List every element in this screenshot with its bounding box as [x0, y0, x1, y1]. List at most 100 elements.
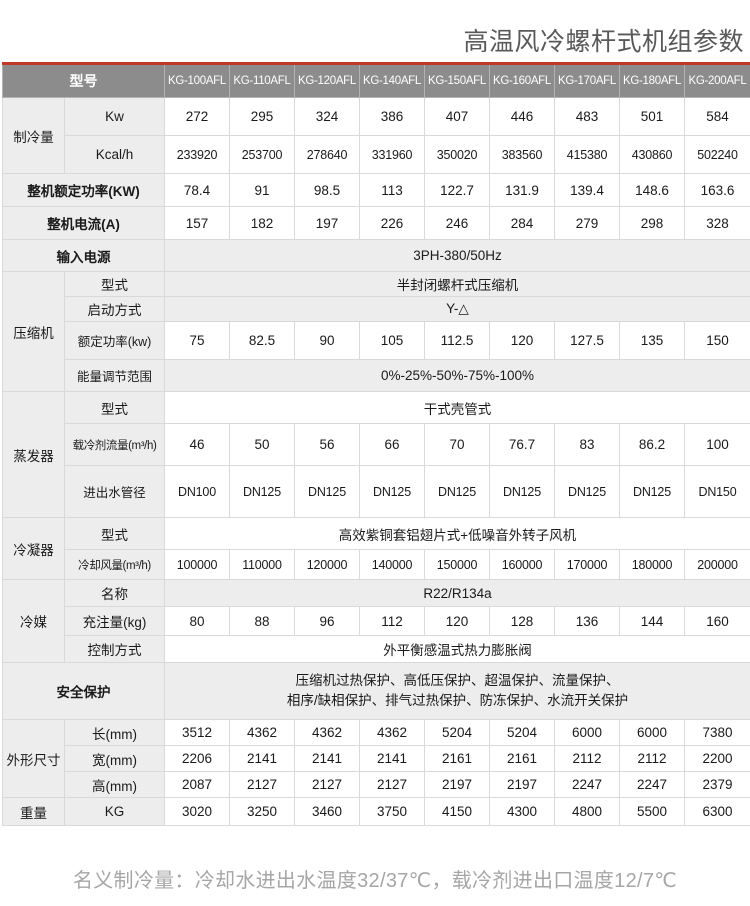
row-label-evaporator-pipe: 进出水管径	[64, 465, 165, 518]
cell-input-power-merged: 3PH-380/50Hz	[164, 239, 750, 272]
cell-evaporator-flow-2: 56	[294, 423, 360, 466]
cell-condenser-airflow-2: 120000	[294, 549, 360, 580]
cell-rated-current-2: 197	[294, 206, 360, 240]
cell-evaporator-flow-4: 70	[424, 423, 490, 466]
cell-dimension-width-4: 2161	[424, 745, 490, 772]
cell-rated-power-2: 98.5	[294, 173, 360, 207]
cell-cooling-kcal-8: 502240	[684, 135, 750, 174]
cell-weight-1: 3250	[229, 797, 295, 826]
cell-cooling-kcal-1: 253700	[229, 135, 295, 174]
cell-cooling-kw-1: 295	[229, 97, 295, 136]
group-label-weight: 重量	[2, 797, 65, 826]
cell-condenser-airflow-0: 100000	[164, 549, 230, 580]
cell-rated-current-1: 182	[229, 206, 295, 240]
cell-compressor-power-6: 127.5	[554, 321, 620, 360]
cell-dimension-width-5: 2161	[489, 745, 555, 772]
cell-dimension-length-5: 5204	[489, 719, 555, 746]
row-label-rated-power: 整机额定功率(KW)	[2, 173, 165, 207]
header-model-3: KG-140AFL	[359, 63, 425, 98]
row-label-condenser-type: 型式	[64, 517, 165, 550]
cell-rated-power-7: 148.6	[619, 173, 685, 207]
cell-dimension-height-8: 2379	[684, 771, 750, 798]
cell-rated-power-1: 91	[229, 173, 295, 207]
cell-condenser-airflow-4: 150000	[424, 549, 490, 580]
cell-cooling-kcal-3: 331960	[359, 135, 425, 174]
header-model-5: KG-160AFL	[489, 63, 555, 98]
cell-dimension-length-8: 7380	[684, 719, 750, 746]
header-model-0: KG-100AFL	[164, 63, 230, 98]
cell-cooling-kcal-2: 278640	[294, 135, 360, 174]
cell-weight-5: 4300	[489, 797, 555, 826]
table-row-refrigerant-control: 控制方式 外平衡感温式热力膨胀阀	[3, 635, 750, 663]
cell-dimension-height-7: 2247	[619, 771, 685, 798]
cell-condenser-type-merged: 高效紫铜套铝翅片式+低噪音外转子风机	[164, 517, 750, 550]
cell-dimension-height-1: 2127	[229, 771, 295, 798]
cell-evaporator-pipe-3: DN125	[359, 465, 425, 518]
table-row-cooling-kcal: Kcal/h 233920 253700 278640 331960 35002…	[3, 135, 750, 174]
cell-compressor-capacity-control-merged: 0%-25%-50%-75%-100%	[164, 359, 750, 392]
table-row-refrigerant-name: 冷媒 名称 R22/R134a	[2, 579, 750, 663]
cell-compressor-start-merged: Y-△	[164, 296, 750, 322]
table-row-condenser-type: 冷凝器 型式 高效紫铜套铝翅片式+低噪音外转子风机	[2, 517, 750, 580]
cell-evaporator-type-merged: 干式壳管式	[164, 391, 750, 424]
cell-condenser-airflow-6: 170000	[554, 549, 620, 580]
cell-compressor-power-3: 105	[359, 321, 425, 360]
cell-weight-8: 6300	[684, 797, 750, 826]
cell-evaporator-pipe-5: DN125	[489, 465, 555, 518]
table-row-cooling-kw: 制冷量 Kw 272 295 324 386 407 446 483 501 5…	[2, 97, 750, 174]
table-row-rated-power: 整机额定功率(KW) 78.4 91 98.5 113 122.7 131.9 …	[2, 173, 750, 207]
header-model-8: KG-200AFL	[684, 63, 750, 98]
cell-weight-0: 3020	[164, 797, 230, 826]
cell-rated-power-5: 131.9	[489, 173, 555, 207]
cell-evaporator-flow-1: 50	[229, 423, 295, 466]
group-label-evaporator: 蒸发器	[2, 391, 65, 518]
row-label-evaporator-flow: 载冷剂流量(m³/h)	[64, 423, 165, 466]
cell-dimension-width-1: 2141	[229, 745, 295, 772]
cell-cooling-kw-2: 324	[294, 97, 360, 136]
cell-condenser-airflow-1: 110000	[229, 549, 295, 580]
row-label-compressor-type: 型式	[64, 271, 165, 297]
header-model-6: KG-170AFL	[554, 63, 620, 98]
cell-rated-current-7: 298	[619, 206, 685, 240]
cell-rated-power-4: 122.7	[424, 173, 490, 207]
cell-dimension-width-6: 2112	[554, 745, 620, 772]
cell-rated-current-8: 328	[684, 206, 750, 240]
cell-refrigerant-name-merged: R22/R134a	[164, 579, 750, 607]
cell-dimension-height-4: 2197	[424, 771, 490, 798]
cell-dimension-length-0: 3512	[164, 719, 230, 746]
cell-dimension-width-0: 2206	[164, 745, 230, 772]
cell-rated-current-0: 157	[164, 206, 230, 240]
cell-rated-power-8: 163.6	[684, 173, 750, 207]
cell-refrigerant-charge-5: 128	[489, 606, 555, 636]
cell-evaporator-flow-7: 86.2	[619, 423, 685, 466]
row-label-refrigerant-control: 控制方式	[64, 635, 165, 663]
cell-compressor-power-8: 150	[684, 321, 750, 360]
spec-table-wrapper: 型号 KG-100AFL KG-110AFL KG-120AFL KG-140A…	[0, 62, 750, 826]
cell-condenser-airflow-8: 200000	[684, 549, 750, 580]
cell-refrigerant-control-merged: 外平衡感温式热力膨胀阀	[164, 635, 750, 663]
table-row-evaporator-flow: 载冷剂流量(m³/h) 46 50 56 66 70 76.7 83 86.2 …	[3, 423, 750, 466]
cell-evaporator-pipe-8: DN150	[684, 465, 750, 518]
group-label-compressor: 压缩机	[2, 271, 65, 392]
table-header-row: 型号 KG-100AFL KG-110AFL KG-120AFL KG-140A…	[2, 63, 750, 98]
cell-rated-current-6: 279	[554, 206, 620, 240]
row-label-evaporator-type: 型式	[64, 391, 165, 424]
cell-cooling-kcal-6: 415380	[554, 135, 620, 174]
row-label-rated-current: 整机电流(A)	[2, 206, 165, 240]
header-model-1: KG-110AFL	[229, 63, 295, 98]
cell-evaporator-pipe-7: DN125	[619, 465, 685, 518]
cell-dimension-length-4: 5204	[424, 719, 490, 746]
cell-compressor-power-4: 112.5	[424, 321, 490, 360]
cell-rated-power-3: 113	[359, 173, 425, 207]
cell-dimension-height-6: 2247	[554, 771, 620, 798]
cell-refrigerant-charge-1: 88	[229, 606, 295, 636]
cell-compressor-power-0: 75	[164, 321, 230, 360]
row-label-weight: KG	[64, 797, 165, 826]
cell-evaporator-pipe-1: DN125	[229, 465, 295, 518]
table-row-dimension-height: 高(mm) 2087 2127 2127 2127 2197 2197 2247…	[3, 771, 750, 798]
cell-compressor-power-2: 90	[294, 321, 360, 360]
row-label-refrigerant-name: 名称	[64, 579, 165, 607]
table-row-compressor-capacity-control: 能量调节范围 0%-25%-50%-75%-100%	[3, 359, 750, 392]
title-bar: 高温风冷螺杆式机组参数	[0, 0, 750, 62]
table-row-rated-current: 整机电流(A) 157 182 197 226 246 284 279 298 …	[2, 206, 750, 240]
